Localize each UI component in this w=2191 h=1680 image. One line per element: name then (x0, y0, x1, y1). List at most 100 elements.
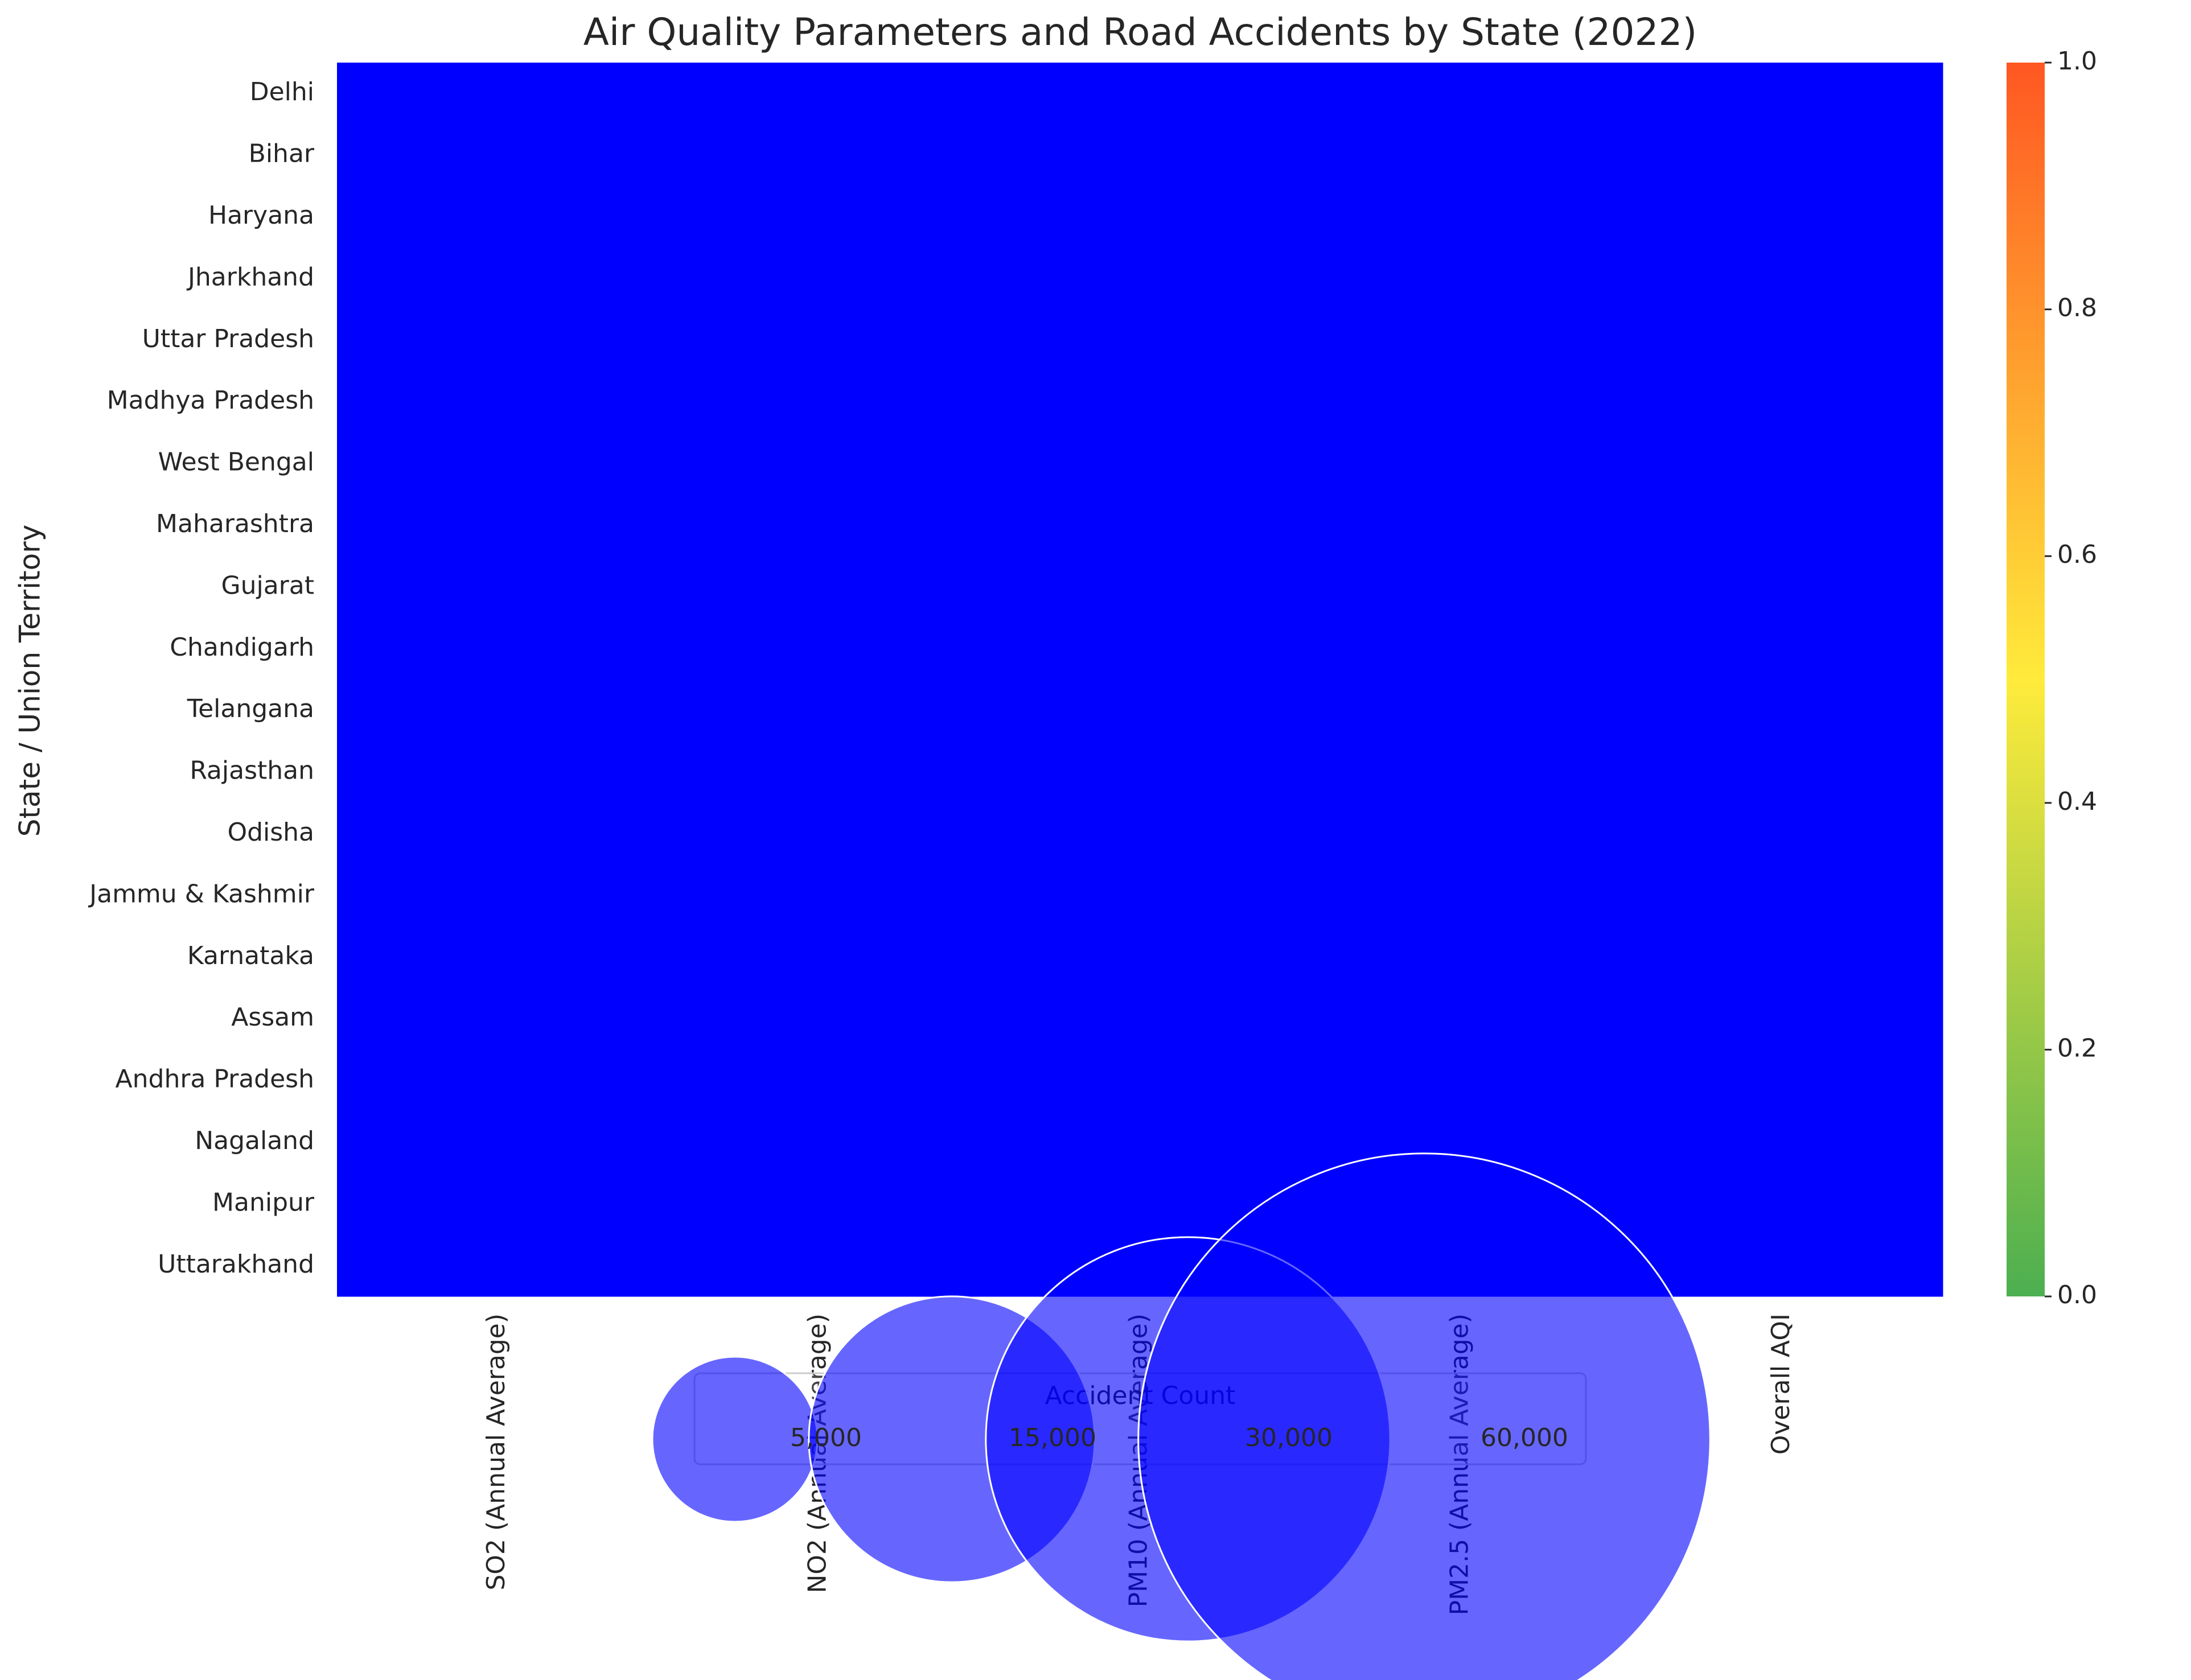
heatmap-cell (1300, 556, 1622, 619)
heatmap-cell (1621, 556, 1943, 619)
heatmap-cell (1621, 494, 1943, 557)
heatmap-cell (658, 802, 980, 865)
heatmap-cell (337, 680, 659, 742)
heatmap-cell (979, 371, 1301, 433)
x-tick-label: Overall AQI (1766, 1313, 1795, 1455)
heatmap-cell (1300, 988, 1622, 1050)
heatmap-cell (337, 802, 659, 865)
heatmap-cell (1300, 864, 1622, 927)
heatmap-cell (1621, 1049, 1943, 1112)
y-tick-label: Delhi (250, 77, 314, 106)
heatmap-cell (979, 124, 1301, 187)
heatmap-cell (1300, 309, 1622, 372)
legend-label: 60,000 (1481, 1423, 1568, 1452)
heatmap-cell (979, 1049, 1301, 1112)
heatmap-cell (1621, 186, 1943, 248)
heatmap-cell (979, 926, 1301, 989)
y-tick-label: Nagaland (195, 1126, 314, 1155)
heatmap-cell (337, 741, 659, 804)
colorbar-tick-label: 0.6 (2057, 540, 2097, 569)
y-tick-label: Assam (231, 1003, 314, 1032)
heatmap-cell (1621, 63, 1943, 125)
heatmap-cell (1300, 680, 1622, 742)
heatmap-cell (1621, 926, 1943, 989)
heatmap-cell (1621, 988, 1943, 1050)
heatmap-cell (979, 1111, 1301, 1173)
heatmap-cell (979, 186, 1301, 248)
heatmap-cell (658, 371, 980, 433)
heatmap-cell (337, 186, 659, 248)
heatmap-cell (658, 556, 980, 619)
y-tick-label: Jharkhand (186, 262, 314, 291)
heatmap-cell (658, 1173, 980, 1236)
y-tick-label: Andhra Pradesh (116, 1065, 314, 1094)
y-tick-label: Telangana (187, 694, 314, 723)
legend-bubble (1137, 1152, 1711, 1680)
heatmap-cell (1300, 926, 1622, 989)
heatmap-cell (658, 124, 980, 187)
heatmap-cell (1300, 494, 1622, 557)
heatmap-cell (1300, 248, 1622, 310)
heatmap-cell (1621, 864, 1943, 927)
heatmap-cell (658, 186, 980, 248)
heatmap-cell (1621, 741, 1943, 804)
heatmap-cell (337, 556, 659, 619)
y-tick-label: Karnataka (187, 941, 314, 970)
heatmap-cell (979, 802, 1301, 865)
y-tick-label: West Bengal (158, 448, 314, 477)
heatmap-cell (337, 248, 659, 310)
heatmap-cell (337, 926, 659, 989)
heatmap-cell (337, 617, 659, 680)
heatmap-cell (979, 680, 1301, 742)
heatmap-cell (1621, 248, 1943, 310)
heatmap-cell (1300, 741, 1622, 804)
heatmap-cell (979, 617, 1301, 680)
heatmap-cell (658, 1049, 980, 1112)
heatmap-cell (658, 926, 980, 989)
heatmap-cell (1300, 433, 1622, 495)
heatmap-cell (1300, 802, 1622, 865)
heatmap-cell (337, 1234, 659, 1297)
heatmap-cell (1300, 371, 1622, 433)
heatmap-cell (1300, 617, 1622, 680)
heatmap-cell (979, 248, 1301, 310)
heatmap-cell (1621, 680, 1943, 742)
heatmap-cell (1621, 124, 1943, 187)
heatmap-cell (1621, 1234, 1943, 1297)
heatmap-cell (658, 1111, 980, 1173)
legend-label: 30,000 (1245, 1423, 1333, 1452)
colorbar-tick-label: 1.0 (2057, 47, 2097, 76)
heatmap-cell (1300, 1049, 1622, 1112)
heatmap-cell (1621, 371, 1943, 433)
heatmap-cell (337, 124, 659, 187)
heatmap-cell (658, 248, 980, 310)
heatmap-cell (658, 433, 980, 495)
legend-label: 15,000 (1009, 1423, 1096, 1452)
x-tick-label: SO2 (Annual Average) (482, 1313, 511, 1591)
heatmap-cell (337, 309, 659, 372)
colorbar-tick-label: 0.0 (2057, 1280, 2097, 1310)
colorbar (2007, 63, 2045, 1296)
heatmap-cell (1621, 1111, 1943, 1173)
y-axis-label: State / Union Territory (14, 525, 47, 837)
heatmap-cell (337, 371, 659, 433)
y-tick-label: Manipur (212, 1188, 315, 1217)
heatmap-cell (658, 494, 980, 557)
heatmap-cell (658, 680, 980, 742)
heatmap-cell (1621, 309, 1943, 372)
y-tick-label: Chandigarh (170, 633, 314, 662)
heatmap-cell (658, 617, 980, 680)
heatmap-cell (658, 63, 980, 125)
y-tick-label: Haryana (208, 201, 314, 230)
heatmap-cell (1621, 1173, 1943, 1236)
y-tick-label: Odisha (227, 818, 314, 847)
colorbar-tick-label: 0.2 (2057, 1033, 2097, 1063)
legend-label: 5,000 (790, 1423, 862, 1452)
heatmap-cell (337, 63, 659, 125)
heatmap-cell (979, 864, 1301, 927)
y-tick-label: Uttarakhand (158, 1250, 314, 1279)
heatmap-cell (1621, 802, 1943, 865)
heatmap-cell (658, 988, 980, 1050)
